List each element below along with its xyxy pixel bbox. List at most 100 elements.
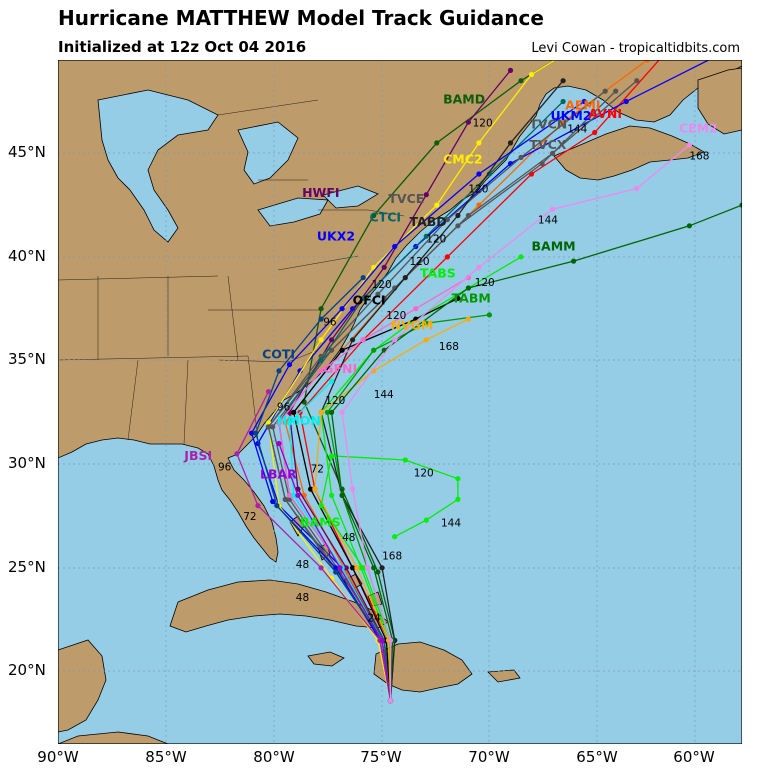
track-point-bamm-2 [371,565,377,571]
hour-label: 96 [218,461,232,473]
hour-label: 72 [311,464,324,476]
track-point-ofci-2 [350,565,356,571]
track-point-bamd-8 [518,78,524,84]
track-point-bamm-4 [329,409,335,415]
track-point-bamm-8 [686,223,693,229]
hour-label: 48 [296,592,309,604]
track-point-hwfi-5 [329,337,335,343]
track-point-bams-8 [423,517,429,523]
model-label-bamm: BAMM [532,239,576,254]
model-label-bamd: BAMD [443,92,485,107]
lon-label-75: 75°W [360,748,402,766]
track-point-bamm-6 [465,285,471,291]
track-tvce [267,90,606,701]
lat-label-35: 35°N [8,350,46,368]
lat-label-30: 30°N [8,454,46,472]
cuba-land [169,579,389,633]
track-point-aemi-4 [282,420,288,426]
model-label-nvgm: NVGM [391,318,434,333]
model-label-coti: COTI [262,347,295,362]
track-point-tabm-6 [423,320,429,326]
model-tracks [234,60,742,704]
model-label-gfni: GFNI [323,361,357,376]
lon-label-60: 60°W [673,748,715,766]
track-point-bamm-7 [571,258,577,264]
state-borders [58,99,405,445]
track-point-ofci-4 [291,409,297,415]
model-label-ukm2: UKM2 [551,108,592,123]
track-point-ofci-3 [308,486,314,492]
honduras-land [58,731,169,744]
track-point-hwfi-8 [465,119,471,125]
track-point-tabs-3 [329,492,335,498]
track-point-lbar-2 [337,565,343,571]
track-point-cem2-2 [364,565,370,571]
track-point-lbar-4 [276,440,282,447]
track-point-hwfi-9 [507,67,514,73]
hour-label: 120 [468,184,488,196]
track-point-tvcx-6 [381,295,387,301]
track-point-nvgm-3 [312,486,318,492]
lat-label-40: 40°N [8,247,46,265]
hour-label: 168 [382,551,402,563]
hour-label: 48 [342,532,355,544]
chart-credit: Levi Cowan - tropicaltidbits.com [531,41,740,56]
model-label-tvcn: TVCN [529,116,567,131]
hour-label: 144 [374,389,394,401]
track-point-cmc2-6 [371,264,377,270]
track-point-nvgm-4 [318,409,324,415]
track-point-hwfi-2 [343,565,349,571]
track-point-avni-6 [444,254,450,260]
track-point-lbar-1 [379,637,385,644]
model-label-tvce: TVCE [388,191,424,206]
track-point-bams-4 [329,453,335,459]
hour-label: 24 [367,613,381,625]
newfoundland-land [697,67,742,135]
hour-label: 120 [325,395,345,407]
track-point-ukx2-5 [286,362,293,368]
track-avni [299,60,660,701]
forecast-hour-labels: 120 144 168 120 120 144 120 120 120 120 168 144 120 1… [218,117,709,624]
model-label-hmon: HMON [277,413,321,428]
track-ofci [292,297,459,701]
track-point-gfni-4 [276,420,282,426]
track-point-ctci-5 [318,357,324,364]
track-point-coti-6 [318,316,324,322]
track-point-cem2-3 [350,486,356,492]
track-point-cmc2-7 [434,202,440,208]
hour-label: 120 [372,279,392,291]
track-point-tvcn-4 [270,424,276,430]
hour-label: 120 [410,256,430,268]
hour-label: 144 [538,215,558,227]
track-point-gfni-8 [465,275,471,281]
model-label-tabs: TABS [420,266,456,281]
yucatan-land [58,639,107,733]
hour-label: 120 [386,310,406,322]
track-map: 120 144 168 120 120 144 120 120 120 120 168 144 120 1… [58,60,742,744]
model-label-tabd: TABD [410,214,447,229]
hour-label: 72 [243,511,256,523]
track-point-ukx2-9 [581,98,587,105]
hour-label: 120 [426,233,446,245]
model-label-tvcx: TVCX [529,137,566,152]
hour-label: 144 [567,124,587,136]
track-point-tvce-7 [444,217,450,223]
track-point-nvgm-2 [354,565,360,571]
great-lakes [97,89,379,243]
track-point-cem2-1 [387,637,394,644]
track-point-tvcx-9 [613,88,619,94]
model-label-hwfi: HWFI [302,185,339,200]
track-point-aemi-9 [644,60,650,63]
track-point-jbsi-2 [318,565,324,571]
track-point-bamd-5 [318,306,324,312]
track-tabd [320,80,564,701]
track-point-tvce-4 [265,424,272,430]
track-point-gfni-5 [318,368,324,374]
track-point-jbsi-4 [234,451,240,457]
lon-label-90: 90°W [37,748,79,766]
track-point-bams-6 [455,476,461,482]
hour-label: 96 [323,316,337,328]
lon-label-65: 65°W [576,748,618,766]
model-label-avni: AVNI [588,106,622,121]
